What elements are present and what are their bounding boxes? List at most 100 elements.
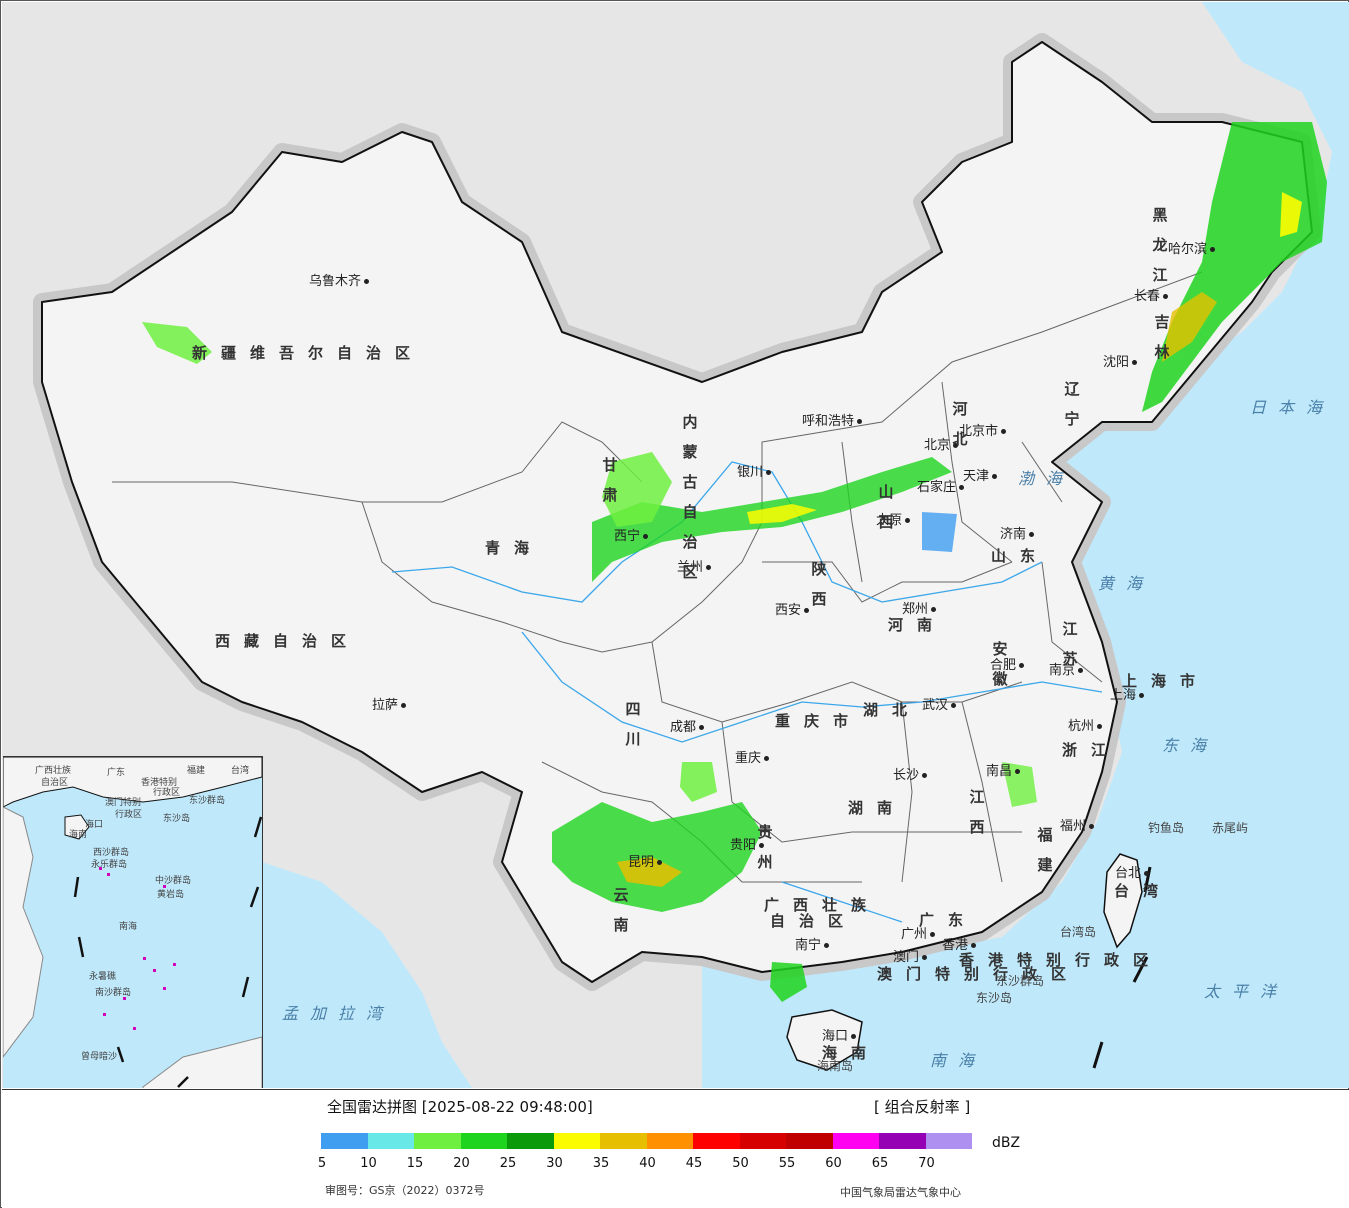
inset-label: 广东 bbox=[107, 768, 126, 778]
inset-borneo bbox=[142, 1036, 262, 1088]
city-label: 南宁 bbox=[795, 934, 830, 953]
colorbar-swatch bbox=[832, 1133, 879, 1149]
sea-label: 东海 bbox=[1162, 736, 1219, 755]
echo-xinjiang bbox=[142, 322, 212, 364]
inset-label: 南海 bbox=[119, 922, 138, 932]
echo-gansu bbox=[602, 452, 672, 527]
city-label: 银川 bbox=[737, 461, 772, 480]
echo-sichuan bbox=[680, 762, 717, 802]
inset-islands bbox=[99, 867, 176, 1030]
city-label: 兰州 bbox=[677, 556, 712, 575]
colorbar-swatch bbox=[786, 1133, 833, 1149]
city-label: 上海 bbox=[1110, 684, 1145, 703]
inset-label: 海口 bbox=[85, 820, 104, 830]
city-dot-icon bbox=[922, 773, 928, 778]
inset-dash-line bbox=[73, 816, 262, 1088]
city-label: 北京 bbox=[924, 434, 959, 453]
city-label: 香港 bbox=[942, 934, 977, 953]
city-label: 广州 bbox=[901, 923, 936, 942]
colorbar-swatch bbox=[925, 1133, 972, 1149]
inset-label: 永暑礁 bbox=[89, 972, 117, 982]
colorbar-tick-label: 10 bbox=[360, 1156, 377, 1171]
city-label: 西安 bbox=[775, 599, 810, 618]
colorbar-tick-label: 45 bbox=[685, 1156, 703, 1171]
city-dot-icon bbox=[643, 534, 649, 539]
legend: 全国雷达拼图 [2025-08-22 09:48:00] [ 组合反射率 ] d… bbox=[2, 1089, 1349, 1208]
unit-label: dBZ bbox=[992, 1135, 1021, 1151]
province-label: 澳门特别行政区 bbox=[877, 965, 1081, 983]
colorbar-swatch bbox=[414, 1133, 461, 1149]
city-label: 澳门 bbox=[893, 946, 928, 965]
city-label: 长沙 bbox=[893, 764, 928, 783]
province-label: 四川 bbox=[625, 700, 641, 748]
map-approval-number: 审图号：GS京（2022）0372号 bbox=[325, 1184, 485, 1197]
province-label: 新疆维吾尔自治区 bbox=[192, 344, 425, 362]
province-label: 贵州 bbox=[757, 823, 773, 871]
city-dot-icon bbox=[1097, 724, 1103, 729]
province-label: 湖北 bbox=[863, 701, 922, 719]
map-base bbox=[33, 2, 1349, 1088]
city-label: 合肥 bbox=[990, 654, 1025, 673]
inset-label: 广西壮族 bbox=[35, 766, 72, 776]
agency-credit: 中国气象局雷达气象中心 bbox=[840, 1186, 961, 1199]
inset-label: 曾母暗沙 bbox=[81, 1052, 118, 1062]
province-label: 湖南 bbox=[848, 799, 907, 817]
city-dot-icon bbox=[1089, 824, 1095, 829]
inset-label: 永乐群岛 bbox=[91, 860, 128, 870]
city-label: 天津 bbox=[963, 465, 998, 484]
inset-label: 南沙群岛 bbox=[95, 988, 132, 998]
city-dot-icon bbox=[804, 608, 810, 613]
city-dot-icon bbox=[1015, 769, 1021, 774]
province-label: 山东 bbox=[991, 547, 1050, 565]
colorbar-swatch bbox=[553, 1133, 600, 1149]
city-label: 海口 bbox=[822, 1025, 857, 1044]
province-label: 浙江 bbox=[1062, 741, 1121, 759]
province-label: 青海 bbox=[485, 539, 544, 557]
city-label: 杭州 bbox=[1068, 715, 1103, 734]
inset-label: 中沙群岛 bbox=[155, 876, 192, 886]
city-dot-icon bbox=[759, 843, 765, 848]
city-label: 南京 bbox=[1049, 659, 1084, 678]
sea-label: 日本海 bbox=[1250, 398, 1335, 417]
province-label: 安徽 bbox=[992, 640, 1008, 688]
radar-map[interactable]: 广西壮族 自治区 广东 福建 台湾 香港特别 行政区 澳门特别 行政区 东沙群岛 东沙岛 海口 海南 西沙… bbox=[2, 2, 1349, 1088]
inset-indochina bbox=[3, 806, 44, 1058]
city-dot-icon bbox=[1078, 668, 1084, 673]
city-dot-icon bbox=[851, 1034, 857, 1039]
island-label: 东沙岛 bbox=[976, 991, 1013, 1005]
radar-echoes bbox=[142, 122, 1327, 1002]
city-label: 呼和浩特 bbox=[802, 410, 863, 429]
city-dot-icon bbox=[951, 703, 957, 708]
city-label: 南昌 bbox=[986, 760, 1021, 779]
island-label: 东沙群岛 bbox=[996, 974, 1045, 988]
inset-label: 黄岩岛 bbox=[157, 890, 185, 900]
ocean bbox=[702, 2, 1349, 1088]
nine-dash-line bbox=[1092, 866, 1152, 1069]
province-label: 陕西 bbox=[811, 560, 827, 608]
city-label: 昆明 bbox=[628, 851, 663, 870]
inset-label: 香港特别 bbox=[141, 778, 178, 788]
colorbar-tick-label: 40 bbox=[639, 1156, 656, 1171]
echo-hebei bbox=[922, 512, 957, 552]
city-label: 福州 bbox=[1060, 815, 1095, 834]
city-dot-icon bbox=[1144, 871, 1150, 876]
sea-label: 渤海 bbox=[1018, 469, 1075, 488]
colorbar-tick-label: 5 bbox=[317, 1156, 327, 1171]
city-label: 长春 bbox=[1134, 285, 1169, 304]
city-dot-icon bbox=[992, 474, 998, 479]
colorbar-swatch bbox=[646, 1133, 693, 1149]
inset-label: 东沙群岛 bbox=[189, 796, 226, 806]
province-label: 西藏自治区 bbox=[215, 632, 361, 650]
product-name: [ 组合反射率 ] bbox=[874, 1098, 971, 1116]
province-label: 台湾 bbox=[1114, 882, 1173, 900]
colorbar-swatch bbox=[507, 1133, 554, 1149]
city-dot-icon bbox=[364, 279, 370, 284]
colorbar-swatch bbox=[367, 1133, 414, 1149]
inset-hainan bbox=[64, 814, 90, 840]
city-label: 太原 bbox=[876, 509, 911, 528]
south-china-sea-inset: 广西壮族 自治区 广东 福建 台湾 香港特别 行政区 澳门特别 行政区 东沙群岛 东沙岛 海口 海南 西沙… bbox=[3, 756, 263, 1088]
colorbar-tick-label: 55 bbox=[778, 1156, 796, 1171]
echo-band-north-core bbox=[747, 504, 817, 524]
province-label: 上海市 bbox=[1122, 672, 1210, 690]
